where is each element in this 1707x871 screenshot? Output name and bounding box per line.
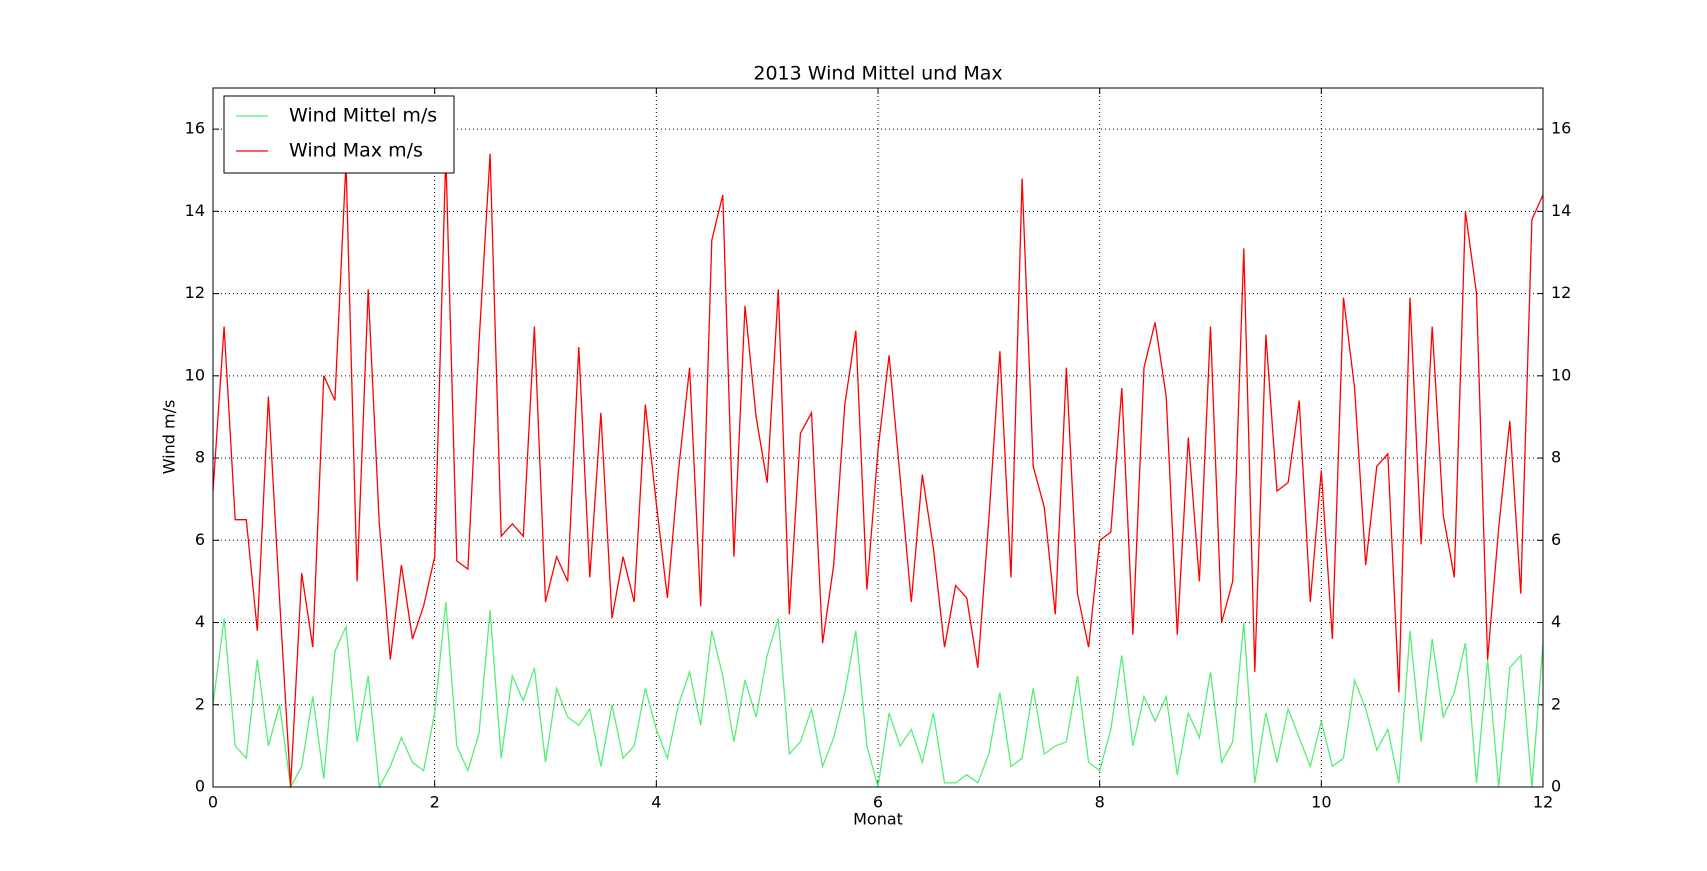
x-tick-label: 4 [651, 793, 661, 812]
y2-tick-label: 4 [1551, 612, 1561, 631]
y2-tick-label: 2 [1551, 694, 1561, 713]
y2-tick-label: 8 [1551, 448, 1561, 467]
x-tick-label: 10 [1311, 793, 1331, 812]
y2-tick-label: 14 [1551, 201, 1571, 220]
x-axis-label: Monat [853, 810, 903, 829]
y2-tick-label: 12 [1551, 283, 1571, 302]
y-tick-label: 10 [185, 365, 205, 384]
x-tick-label: 2 [430, 793, 440, 812]
legend-label: Wind Max m/s [289, 140, 423, 162]
legend-box [223, 95, 455, 174]
y2-tick-label: 0 [1551, 777, 1561, 796]
x-tick-label: 0 [208, 793, 218, 812]
y2-tick-label: 6 [1551, 530, 1561, 549]
legend-label: Wind Mittel m/s [289, 105, 437, 127]
y-axis-label: Wind m/s [160, 400, 179, 475]
series-line [212, 601, 1544, 790]
y2-tick-label: 16 [1551, 119, 1571, 138]
y-tick-label: 14 [185, 201, 205, 220]
plot-frame [212, 87, 1544, 788]
y-tick-label: 0 [195, 777, 205, 796]
chart-title: 2013 Wind Mittel und Max [753, 63, 1002, 85]
y-tick-label: 2 [195, 694, 205, 713]
x-tick-label: 12 [1533, 793, 1553, 812]
y-tick-label: 16 [185, 119, 205, 138]
y-tick-label: 8 [195, 448, 205, 467]
y2-tick-label: 10 [1551, 365, 1571, 384]
series-line [212, 153, 1544, 788]
y-tick-label: 6 [195, 530, 205, 549]
y-tick-label: 4 [195, 612, 205, 631]
x-tick-label: 6 [873, 793, 883, 812]
y-tick-label: 12 [185, 283, 205, 302]
x-tick-label: 8 [1095, 793, 1105, 812]
